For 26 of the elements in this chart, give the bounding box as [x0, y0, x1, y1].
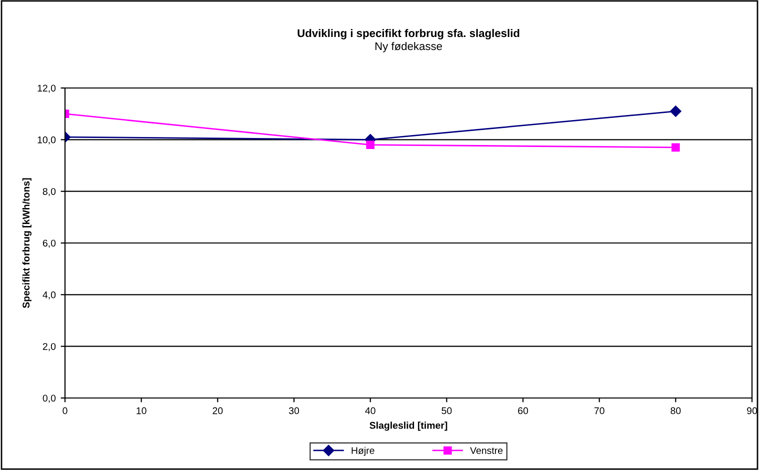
point — [670, 106, 682, 117]
y-tick-label: 8,0 — [42, 188, 56, 196]
chart-subtitle: Ny fødekasse — [375, 42, 442, 52]
point — [672, 143, 680, 152]
x-tick-label: 50 — [442, 407, 452, 414]
x-tick-label: 90 — [747, 407, 758, 414]
y-tick-label: 4,0 — [42, 291, 56, 300]
legend-label: Venstre — [470, 447, 503, 454]
chart-title: Udvikling i specifikt forbrug sfa. slagleslid — [298, 28, 520, 40]
x-tick-label: 10 — [136, 407, 146, 414]
x-tick-label: 0 — [62, 407, 68, 414]
y-tick-label: 10,0 — [38, 136, 56, 144]
y-axis-title: Specifikt forbrug [kWh/tons] — [22, 178, 32, 308]
y-tick-label: 2,0 — [42, 343, 56, 352]
y-tick-label: 0,0 — [42, 394, 56, 403]
x-tick-label: 80 — [670, 407, 681, 414]
x-tick-label: 70 — [594, 407, 604, 414]
y-tick-label: 12,0 — [38, 84, 56, 93]
legend-label: Højre — [352, 446, 374, 456]
y-tick-label: 6,0 — [42, 240, 56, 248]
x-tick-label: 60 — [518, 407, 528, 414]
x-axis-title: Slagleslid [timer] — [370, 422, 448, 431]
x-tick-label: 20 — [212, 407, 223, 414]
x-tick-label: 30 — [288, 407, 300, 414]
x-tick-label: 40 — [365, 407, 376, 414]
point — [366, 140, 374, 149]
